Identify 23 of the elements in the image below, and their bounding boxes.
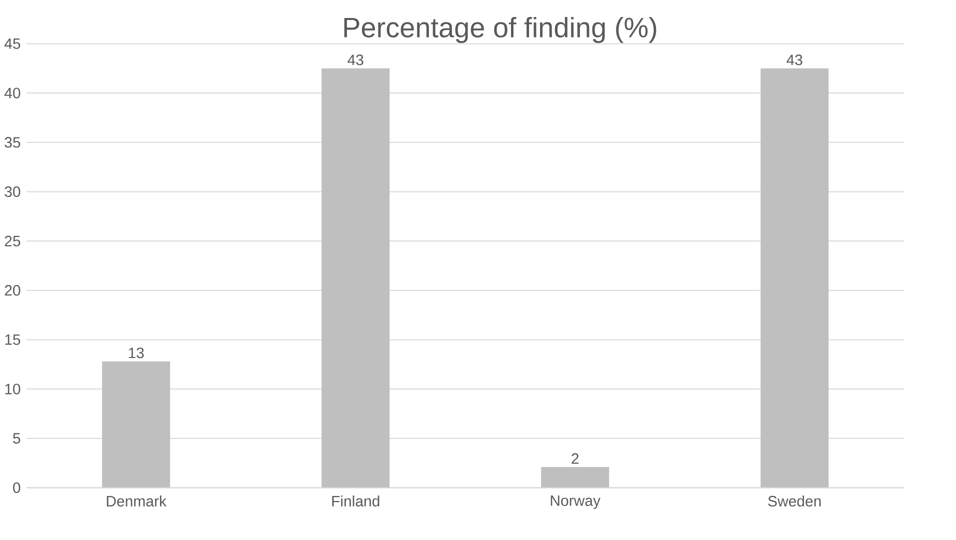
y-tick-label: 0 <box>13 482 20 493</box>
data-label: 43 <box>348 54 364 66</box>
x-tick-label: Finland <box>332 495 380 506</box>
bar <box>322 68 390 488</box>
y-tick-label: 35 <box>4 137 20 148</box>
y-tick-label: 40 <box>4 88 20 98</box>
bar <box>541 466 610 488</box>
chart-title: Percentage of finding (%) <box>344 16 656 44</box>
y-tick-label: 10 <box>5 384 20 394</box>
y-tick-label: 30 <box>4 186 20 197</box>
data-label: 43 <box>786 54 802 66</box>
y-tick-label: 45 <box>4 38 20 49</box>
data-label: 2 <box>572 453 579 464</box>
y-tick-label: 5 <box>13 433 20 444</box>
y-tick-label: 15 <box>5 334 20 345</box>
y-tick-label: 25 <box>4 236 20 246</box>
y-tick-label: 20 <box>4 285 20 296</box>
x-tick-label: Norway <box>550 495 600 509</box>
bar <box>102 361 170 488</box>
x-tick-label: Sweden <box>768 495 821 506</box>
x-tick-label: Denmark <box>106 495 167 506</box>
data-label: 13 <box>128 348 144 358</box>
bar <box>760 68 829 488</box>
